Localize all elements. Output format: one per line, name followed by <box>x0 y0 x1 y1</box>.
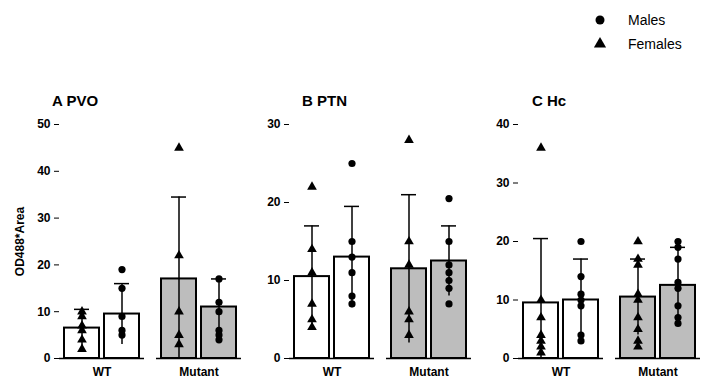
svg-text:WT: WT <box>323 365 342 379</box>
svg-text:10: 10 <box>267 273 281 287</box>
svg-text:50: 50 <box>37 117 51 131</box>
svg-text:0: 0 <box>503 351 510 365</box>
svg-text:10: 10 <box>496 293 510 307</box>
svg-text:WT: WT <box>552 365 571 379</box>
svg-text:10: 10 <box>37 305 51 319</box>
svg-text:OD488*Area: OD488*Area <box>13 206 27 276</box>
svg-text:Mutant: Mutant <box>638 365 677 379</box>
svg-text:Mutant: Mutant <box>179 365 218 379</box>
html-text:Females: Females <box>628 36 682 52</box>
svg-text:40: 40 <box>496 117 510 131</box>
svg-text:30: 30 <box>267 117 281 131</box>
svg-text:0: 0 <box>274 351 281 365</box>
svg-text:20: 20 <box>496 234 510 248</box>
svg-text:WT: WT <box>93 365 112 379</box>
html-text:B PTN: B PTN <box>302 92 347 109</box>
svg-text:30: 30 <box>496 176 510 190</box>
svg-text:20: 20 <box>267 195 281 209</box>
svg-text:0: 0 <box>44 351 51 365</box>
svg-text:40: 40 <box>37 164 51 178</box>
html-text:Males: Males <box>628 12 666 28</box>
svg-text:30: 30 <box>37 211 51 225</box>
svg-text:20: 20 <box>37 258 51 272</box>
html-text:C Hc: C Hc <box>532 92 567 109</box>
svg-text:Mutant: Mutant <box>409 365 448 379</box>
html-text:A PVO: A PVO <box>52 92 99 109</box>
